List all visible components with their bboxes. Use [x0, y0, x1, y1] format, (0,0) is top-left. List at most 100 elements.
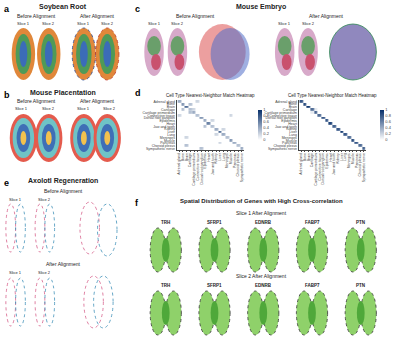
- svg-text:After Alignment: After Alignment: [80, 13, 115, 19]
- svg-text:Cell Type Nearest-Neighbor Mat: Cell Type Nearest-Neighbor Match Heatmap: [166, 93, 255, 98]
- svg-text:0.8: 0.8: [385, 113, 391, 118]
- svg-text:Bone: Bone: [181, 153, 185, 161]
- svg-text:Before Alignment: Before Alignment: [17, 98, 56, 104]
- svg-text:PTN: PTN: [356, 220, 365, 225]
- svg-text:Slice 2: Slice 2: [38, 197, 51, 202]
- svg-text:Sympathetic nerve: Sympathetic nerve: [240, 153, 244, 182]
- svg-text:0.2: 0.2: [385, 131, 391, 136]
- svg-text:0.8: 0.8: [263, 113, 269, 118]
- svg-text:Jaw and tooth: Jaw and tooth: [153, 125, 175, 129]
- svg-text:Meninges: Meninges: [160, 136, 175, 140]
- svg-text:EDNRB: EDNRB: [255, 283, 272, 288]
- svg-text:Liver: Liver: [340, 152, 344, 160]
- svg-text:Jaw and tooth: Jaw and tooth: [275, 125, 297, 129]
- svg-text:Cartilage: Cartilage: [161, 108, 175, 112]
- svg-text:Adrenal gland: Adrenal gland: [177, 153, 181, 175]
- svg-text:Kidney: Kidney: [286, 127, 297, 131]
- svg-text:Before Alignment: Before Alignment: [44, 188, 83, 194]
- svg-text:After Alignment: After Alignment: [309, 13, 344, 19]
- svg-text:TRH: TRH: [161, 220, 170, 225]
- svg-text:Liver: Liver: [289, 130, 297, 134]
- svg-text:Slice 2: Slice 2: [171, 21, 184, 26]
- svg-text:Lung: Lung: [344, 153, 348, 161]
- svg-text:Cartilage primordium: Cartilage primordium: [264, 111, 297, 115]
- svg-text:Dorsal root ganglion: Dorsal root ganglion: [200, 153, 204, 184]
- svg-text:Heart: Heart: [207, 153, 211, 162]
- svg-text:0.2: 0.2: [263, 131, 269, 136]
- svg-text:Meninges: Meninges: [282, 136, 297, 140]
- svg-text:Epidermis: Epidermis: [203, 153, 207, 169]
- svg-text:Adrenal gland: Adrenal gland: [299, 153, 303, 175]
- svg-text:d: d: [135, 88, 141, 98]
- svg-text:Jaw and tooth: Jaw and tooth: [211, 153, 215, 175]
- svg-text:Cartilage primordium: Cartilage primordium: [314, 153, 318, 186]
- svg-text:0.4: 0.4: [385, 125, 391, 130]
- svg-text:Bone: Bone: [289, 102, 297, 106]
- svg-text:0.6: 0.6: [385, 119, 391, 124]
- svg-text:Muscle: Muscle: [229, 153, 233, 164]
- svg-text:Slice 1: Slice 1: [278, 21, 291, 26]
- svg-text:Adrenal gland: Adrenal gland: [275, 100, 297, 104]
- svg-text:Epidermis: Epidermis: [281, 119, 297, 123]
- svg-text:Slice 2 After Alignment: Slice 2 After Alignment: [236, 273, 287, 279]
- svg-text:Lung: Lung: [222, 153, 226, 161]
- svg-text:f: f: [135, 198, 139, 208]
- svg-text:Muscle: Muscle: [286, 139, 297, 143]
- svg-text:Liver: Liver: [218, 152, 222, 160]
- svg-text:Connective tissue: Connective tissue: [269, 114, 297, 118]
- svg-text:FABP7: FABP7: [305, 283, 320, 288]
- svg-text:Choroid plexus: Choroid plexus: [236, 153, 240, 177]
- svg-text:Kidney: Kidney: [214, 153, 218, 164]
- svg-text:Before Alignment: Before Alignment: [17, 13, 56, 19]
- svg-text:Dorsal root ganglion: Dorsal root ganglion: [266, 116, 297, 120]
- svg-text:SFRP1: SFRP1: [207, 283, 222, 288]
- svg-text:Muscle: Muscle: [164, 139, 175, 143]
- svg-text:Adrenal gland: Adrenal gland: [153, 100, 175, 104]
- svg-text:0: 0: [385, 137, 388, 142]
- svg-text:Slice 1: Slice 1: [77, 21, 90, 26]
- svg-text:Mouse Embryo: Mouse Embryo: [236, 3, 286, 11]
- svg-text:Brain: Brain: [289, 105, 297, 109]
- svg-text:0.4: 0.4: [263, 125, 269, 130]
- svg-text:Slice 2: Slice 2: [42, 106, 55, 111]
- svg-text:e: e: [4, 178, 9, 188]
- svg-text:Before Alignment: Before Alignment: [176, 13, 215, 19]
- svg-text:Slice 1: Slice 1: [15, 106, 28, 111]
- svg-text:Liver: Liver: [167, 130, 175, 134]
- svg-text:TRH: TRH: [161, 283, 170, 288]
- svg-text:Kidney: Kidney: [164, 127, 175, 131]
- svg-text:Jaw and tooth: Jaw and tooth: [332, 153, 336, 175]
- svg-text:Slice 2: Slice 2: [103, 106, 116, 111]
- svg-text:Epidermis: Epidermis: [159, 119, 175, 123]
- svg-text:Connective tissue: Connective tissue: [196, 153, 200, 181]
- svg-text:Brain: Brain: [185, 153, 189, 161]
- svg-text:Pancreas: Pancreas: [233, 153, 237, 168]
- svg-text:After Alignment: After Alignment: [46, 261, 81, 267]
- svg-text:Slice 1: Slice 1: [148, 21, 161, 26]
- svg-text:Axolotl Regeneration: Axolotl Regeneration: [28, 177, 98, 185]
- svg-text:Pancreas: Pancreas: [160, 141, 175, 145]
- svg-text:Heart: Heart: [166, 122, 175, 126]
- svg-text:Slice 2: Slice 2: [42, 21, 55, 26]
- svg-text:Dorsal root ganglion: Dorsal root ganglion: [144, 116, 175, 120]
- svg-text:b: b: [4, 90, 10, 100]
- svg-text:Heart: Heart: [288, 122, 297, 126]
- svg-text:Meninges: Meninges: [225, 153, 229, 168]
- svg-text:Cartilage primordium: Cartilage primordium: [192, 153, 196, 186]
- svg-text:Brain: Brain: [167, 105, 175, 109]
- svg-text:Slice 1: Slice 1: [9, 270, 22, 275]
- svg-text:Epidermis: Epidermis: [325, 153, 329, 169]
- svg-text:Choroid plexus: Choroid plexus: [152, 144, 176, 148]
- svg-text:1: 1: [385, 107, 388, 112]
- svg-text:0.6: 0.6: [263, 119, 269, 124]
- svg-text:Slice 2: Slice 2: [101, 21, 114, 26]
- svg-text:Slice 1 After Alignment: Slice 1 After Alignment: [236, 210, 287, 216]
- svg-text:Connective tissue: Connective tissue: [147, 114, 175, 118]
- svg-text:Mouse Placentation: Mouse Placentation: [30, 89, 96, 96]
- svg-text:Connective tissue: Connective tissue: [318, 153, 322, 181]
- svg-text:Dorsal root ganglion: Dorsal root ganglion: [321, 153, 325, 184]
- svg-text:Cartilage: Cartilage: [188, 153, 192, 167]
- svg-text:EDNRB: EDNRB: [255, 220, 272, 225]
- svg-text:Sympathetic nerve: Sympathetic nerve: [146, 147, 175, 151]
- svg-text:a: a: [4, 4, 10, 14]
